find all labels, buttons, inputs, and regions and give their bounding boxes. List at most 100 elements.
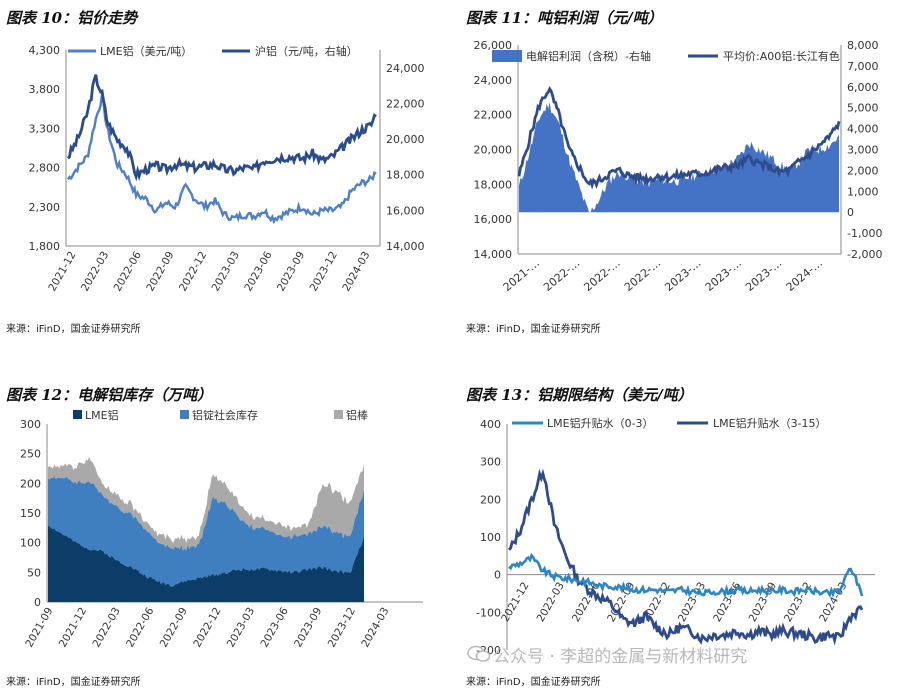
fig11-legend-profit: 电解铝利润（含税）-右轴 <box>526 49 651 63</box>
fig11-y-tick: 18,000 <box>474 178 513 191</box>
fig12-y-tick: 50 <box>27 566 41 579</box>
fig13-y-tick: 300 <box>480 456 501 469</box>
fig12-legend-swatch-lme <box>73 410 82 419</box>
fig11-y2-tick: 8,000 <box>847 39 879 52</box>
fig11-y2-tick: 6,000 <box>847 81 879 94</box>
fig12-x-tick: 2023-06 <box>258 605 290 649</box>
fig10-x-tick: 2022-09 <box>144 250 176 294</box>
fig10-y-tick: 2,800 <box>29 162 61 175</box>
fig12-x-tick: 2023-12 <box>326 606 358 650</box>
fig10-x-tick: 2023-03 <box>210 249 242 293</box>
fig11-y2-tick: 0 <box>847 206 854 219</box>
fig12-title: 图表 12：电解铝库存（万吨） <box>6 386 213 404</box>
fig13-source: 来源：iFinD，国金证券研究所 <box>466 677 601 688</box>
fig13-y-tick: -100 <box>476 606 501 619</box>
fig10-x-tick: 2022-06 <box>112 249 144 293</box>
fig13-y-tick: 100 <box>480 531 501 544</box>
fig10-y2-tick: 22,000 <box>386 97 425 110</box>
fig11-x-tick: 2024-… <box>784 256 825 294</box>
fig12-x-tick: 2023-03 <box>225 606 257 650</box>
fig10-y2-tick: 24,000 <box>386 62 425 75</box>
fig13-legend-0-3: LME铝升贴水（0-3） <box>547 416 654 430</box>
fig10-chart: 1,800 2,300 2,800 3,300 3,800 4,300 14,000 16,0… <box>29 44 425 294</box>
fig10-legend-shfe: 沪铝（元/吨，右轴） <box>255 44 358 58</box>
fig13-legend-3-15: LME铝升贴水（3-15） <box>713 416 827 430</box>
watermark: 公众号 · 李超的金属与新材料研究 <box>493 647 748 667</box>
fig11-y-tick: 22,000 <box>474 109 513 122</box>
fig10-x-tick: 2023-09 <box>275 250 307 294</box>
fig13-y-tick: 400 <box>480 418 501 431</box>
fig11-y2-tick: 4,000 <box>847 123 879 136</box>
fig10-y-tick: 1,800 <box>29 240 61 253</box>
fig12-legend-swatch-rod <box>334 410 343 419</box>
fig10-y2-tick: 14,000 <box>386 240 425 253</box>
fig12-x-tick: 2022-03 <box>90 606 122 650</box>
fig12-series-lme <box>48 525 364 602</box>
fig10-x-tick: 2022-03 <box>79 250 111 294</box>
fig11-y2-tick: 5,000 <box>847 102 879 115</box>
fig10-title: 图表 10：铝价走势 <box>6 9 138 27</box>
fig10-x-tick: 2024-03 <box>340 250 372 294</box>
fig10-series-shfe <box>66 74 377 182</box>
fig11-y-tick: 20,000 <box>474 144 513 157</box>
fig12-series-bar-stock <box>48 456 364 551</box>
fig12-source: 来源：iFinD，国金证券研究所 <box>6 677 141 688</box>
fig11-legend-swatch-profit <box>492 50 522 62</box>
fig10-legend-lme: LME铝（美元/吨） <box>100 44 192 58</box>
fig11-x-tick: 2022-… <box>582 256 623 294</box>
fig13-y-tick: 200 <box>480 493 501 506</box>
fig13-series-0-3 <box>508 552 864 599</box>
fig11-x-tick: 2023-… <box>703 256 744 294</box>
fig11-y2-tick: 2,000 <box>847 164 879 177</box>
fig12-x-tick: 2023-09 <box>292 606 324 650</box>
fig11-series-price <box>517 85 841 190</box>
fig10-y-tick: 3,800 <box>29 83 61 96</box>
fig12-y-tick: 150 <box>20 507 41 520</box>
fig13-x-tick: 2022-03 <box>535 580 567 624</box>
fig12-y-tick: 250 <box>20 448 41 461</box>
fig12-y-tick: 0 <box>34 596 41 609</box>
fig11-y2-tick: -1,000 <box>847 227 882 240</box>
fig11-y-tick: 24,000 <box>474 74 513 87</box>
fig11-source: 来源：iFinD，国金证券研究所 <box>466 324 601 335</box>
fig13-series-3-15 <box>507 468 864 646</box>
fig12-x-tick: 2022-09 <box>158 606 190 650</box>
fig11-x-tick: 2023-… <box>743 256 784 294</box>
fig12-x-tick: 2021-12 <box>57 606 89 650</box>
fig12-legend-swatch-social <box>180 410 189 419</box>
fig11-x-tick: 2022-… <box>622 256 663 294</box>
fig11-legend-price: 平均价:A00铝:长江有色 <box>723 49 840 63</box>
fig12-x-tick: 2022-12 <box>191 606 223 650</box>
fig13-x-tick: 2022-12 <box>641 580 673 624</box>
fig10-x-tick: 2022-12 <box>177 250 209 294</box>
fig11-series-profit-area <box>519 102 839 213</box>
fig11-x-tick: 2021-… <box>501 256 542 294</box>
fig12-series-social-inventory <box>48 476 364 587</box>
fig11-x-tick: 2022-… <box>541 256 582 294</box>
fig10-y-tick: 3,300 <box>29 122 61 135</box>
fig11-y2-tick: 3,000 <box>847 144 879 157</box>
fig12-x-tick: 2021-09 <box>23 606 55 650</box>
fig10-y-tick: 4,300 <box>29 44 61 57</box>
fig10-y2-tick: 20,000 <box>386 133 425 146</box>
fig10-y2-tick: 18,000 <box>386 169 425 182</box>
fig12-legend-rod: 铝棒 <box>346 408 368 422</box>
fig11-chart: 14,000 16,000 18,000 20,000 22,000 24,000 26,0… <box>474 39 883 294</box>
fig13-title: 图表 13：铝期限结构（美元/吨） <box>466 386 693 404</box>
fig12-x-tick: 2024-03 <box>359 606 391 650</box>
fig10-y-tick: 2,300 <box>29 201 61 214</box>
fig11-y2-tick: 7,000 <box>847 60 879 73</box>
fig11-y-tick: 16,000 <box>474 213 513 226</box>
fig12-y-tick: 200 <box>20 477 41 490</box>
fig12-y-tick: 100 <box>20 537 41 550</box>
fig11-x-tick: 2023-… <box>662 256 703 294</box>
wechat-icon <box>467 645 491 662</box>
fig13-x-tick: 2021-12 <box>499 580 531 624</box>
fig11-y-tick: 14,000 <box>474 248 513 261</box>
fig13-x-tick: 2024-03 <box>817 580 849 624</box>
fig13-y-tick: 0 <box>494 569 501 582</box>
fig12-x-tick: 2022-06 <box>124 605 156 649</box>
fig11-y2-tick: -2,000 <box>847 248 882 261</box>
